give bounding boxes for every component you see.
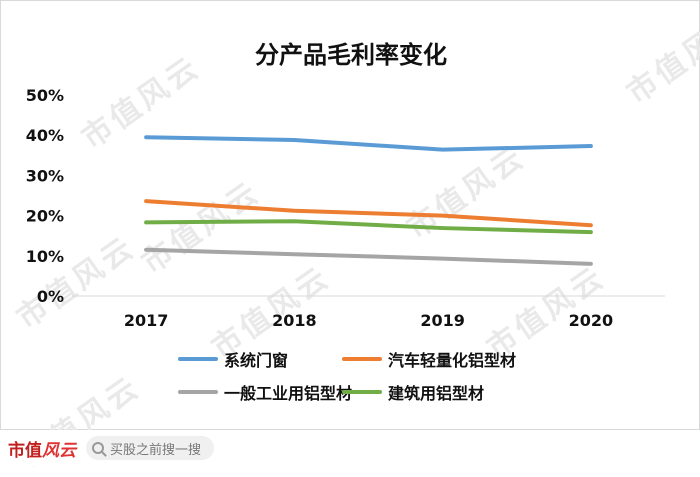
legend-label: 一般工业用铝型材 (224, 380, 352, 404)
legend-label: 系统门窗 (224, 347, 288, 371)
legend-item: 建筑用铝型材 (342, 380, 484, 404)
legend-item: 系统门窗 (178, 347, 288, 371)
search-placeholder: 买股之前搜一搜 (110, 439, 201, 458)
legend-label: 建筑用铝型材 (388, 380, 484, 404)
legend-swatch (178, 390, 218, 394)
x-tick-label: 2020 (569, 311, 614, 330)
legend-swatch (342, 357, 382, 361)
footer-bar: 市值风云 买股之前搜一搜 (0, 430, 700, 466)
series-line-0 (146, 137, 591, 149)
legend-swatch (342, 390, 382, 394)
search-icon (92, 442, 104, 454)
search-box[interactable]: 买股之前搜一搜 (86, 436, 214, 460)
logo-accent: 风云 (42, 441, 76, 461)
x-tick-label: 2017 (124, 311, 169, 330)
y-tick-label: 20% (26, 207, 64, 226)
y-tick-label: 40% (26, 126, 64, 145)
legend-label: 汽车轻量化铝型材 (388, 347, 516, 371)
y-tick-label: 0% (37, 287, 64, 306)
legend-item: 一般工业用铝型材 (178, 380, 352, 404)
y-tick-label: 30% (26, 166, 64, 185)
y-tick-label: 10% (26, 247, 64, 266)
legend-swatch (178, 357, 218, 361)
logo-text: 市值 (8, 441, 42, 461)
x-tick-label: 2018 (272, 311, 317, 330)
series-line-2 (146, 250, 591, 264)
legend-item: 汽车轻量化铝型材 (342, 347, 516, 371)
brand-logo: 市值风云 (8, 436, 76, 461)
y-tick-label: 50% (26, 86, 64, 105)
x-tick-label: 2019 (420, 311, 465, 330)
